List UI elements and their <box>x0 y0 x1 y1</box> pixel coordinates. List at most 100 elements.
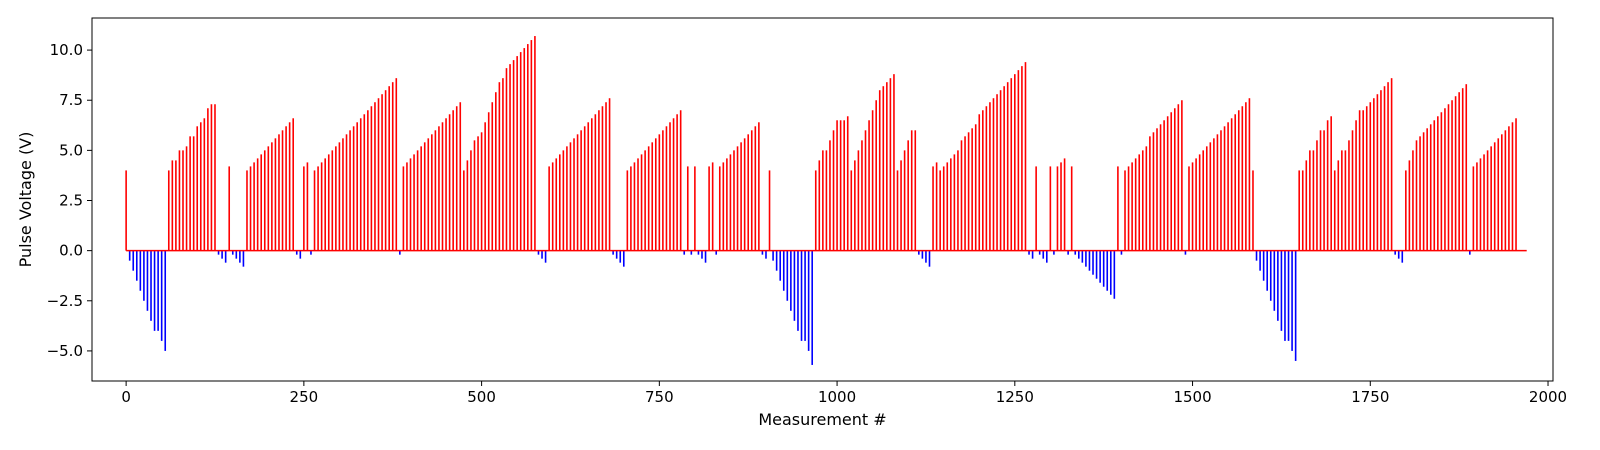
bar <box>527 44 529 251</box>
bar <box>1422 132 1425 251</box>
bar <box>1454 96 1457 251</box>
bar <box>726 158 728 251</box>
bar <box>1074 250 1077 255</box>
bar <box>416 150 419 251</box>
bar <box>455 106 458 251</box>
bar <box>889 78 892 251</box>
bar <box>335 146 337 251</box>
bar <box>498 82 501 251</box>
bar <box>221 250 223 259</box>
bar <box>1177 104 1180 251</box>
bar <box>914 130 917 251</box>
bar <box>1028 250 1030 255</box>
bar <box>306 162 309 251</box>
bar <box>1113 250 1116 299</box>
bar <box>1405 170 1407 251</box>
bar <box>630 166 632 251</box>
bar <box>953 154 956 251</box>
bar <box>406 162 408 251</box>
bar <box>605 102 607 251</box>
bar <box>178 150 181 251</box>
bar <box>1081 250 1084 263</box>
bar <box>199 122 202 251</box>
bar <box>566 146 568 251</box>
bar <box>559 154 561 251</box>
bar <box>463 170 465 251</box>
bar <box>303 166 305 251</box>
bar <box>317 166 319 251</box>
bar <box>345 134 348 251</box>
bar <box>633 162 636 251</box>
bar <box>1149 136 1151 251</box>
bar <box>875 100 877 251</box>
bar <box>982 110 984 251</box>
bar <box>541 250 543 259</box>
bar <box>747 134 750 251</box>
bar <box>1038 250 1041 255</box>
bar <box>480 132 483 251</box>
bar <box>1152 132 1155 251</box>
bar <box>1184 250 1187 255</box>
bar <box>1006 82 1009 251</box>
bar <box>1060 162 1062 251</box>
bar <box>278 134 280 251</box>
bar <box>1284 250 1286 341</box>
bar <box>523 48 526 251</box>
bar <box>256 158 259 251</box>
bar <box>555 158 558 251</box>
bar <box>470 150 472 251</box>
y-axis-ticks: −5.0 −2.5 0.0 2.5 5.0 7.5 10.0 <box>47 41 92 360</box>
bar <box>1373 98 1375 251</box>
bar <box>505 68 508 251</box>
bar <box>1127 166 1130 251</box>
bar <box>811 250 813 365</box>
bar <box>338 142 341 251</box>
bar <box>423 142 426 251</box>
bar <box>359 118 362 251</box>
bar <box>217 250 220 255</box>
bar <box>1469 250 1471 255</box>
bar <box>896 170 899 251</box>
bar <box>132 250 135 271</box>
bar <box>228 166 231 251</box>
bar <box>694 166 696 251</box>
bar <box>153 250 156 331</box>
bar <box>822 150 824 251</box>
bar <box>1106 250 1109 291</box>
bar <box>704 250 707 263</box>
bar <box>740 142 742 251</box>
bar <box>654 138 657 251</box>
bar <box>686 166 689 251</box>
bar <box>893 74 895 251</box>
bar <box>1515 118 1517 251</box>
bar <box>978 114 981 251</box>
bar <box>438 126 440 251</box>
bar <box>1209 142 1212 251</box>
bar <box>235 250 238 259</box>
bar <box>1365 106 1368 251</box>
bar <box>1390 78 1393 251</box>
bar <box>231 250 234 255</box>
bar <box>1195 158 1197 251</box>
bar <box>281 130 284 251</box>
bar <box>1259 250 1261 271</box>
bar <box>971 128 973 251</box>
bar <box>139 250 142 291</box>
bar <box>846 116 849 251</box>
bar <box>758 122 760 251</box>
bar <box>445 118 447 251</box>
bar <box>946 162 949 251</box>
bar <box>1351 130 1354 251</box>
bar <box>537 250 540 255</box>
bar <box>1198 154 1201 251</box>
bar <box>1024 62 1027 251</box>
bar <box>320 162 323 251</box>
bar <box>683 250 686 255</box>
bar <box>1017 70 1020 251</box>
bar <box>434 130 437 251</box>
bar <box>1053 250 1055 255</box>
bar <box>160 250 163 341</box>
bar <box>1056 166 1059 251</box>
x-tick-label: 1250 <box>996 388 1034 406</box>
bar <box>427 138 430 251</box>
